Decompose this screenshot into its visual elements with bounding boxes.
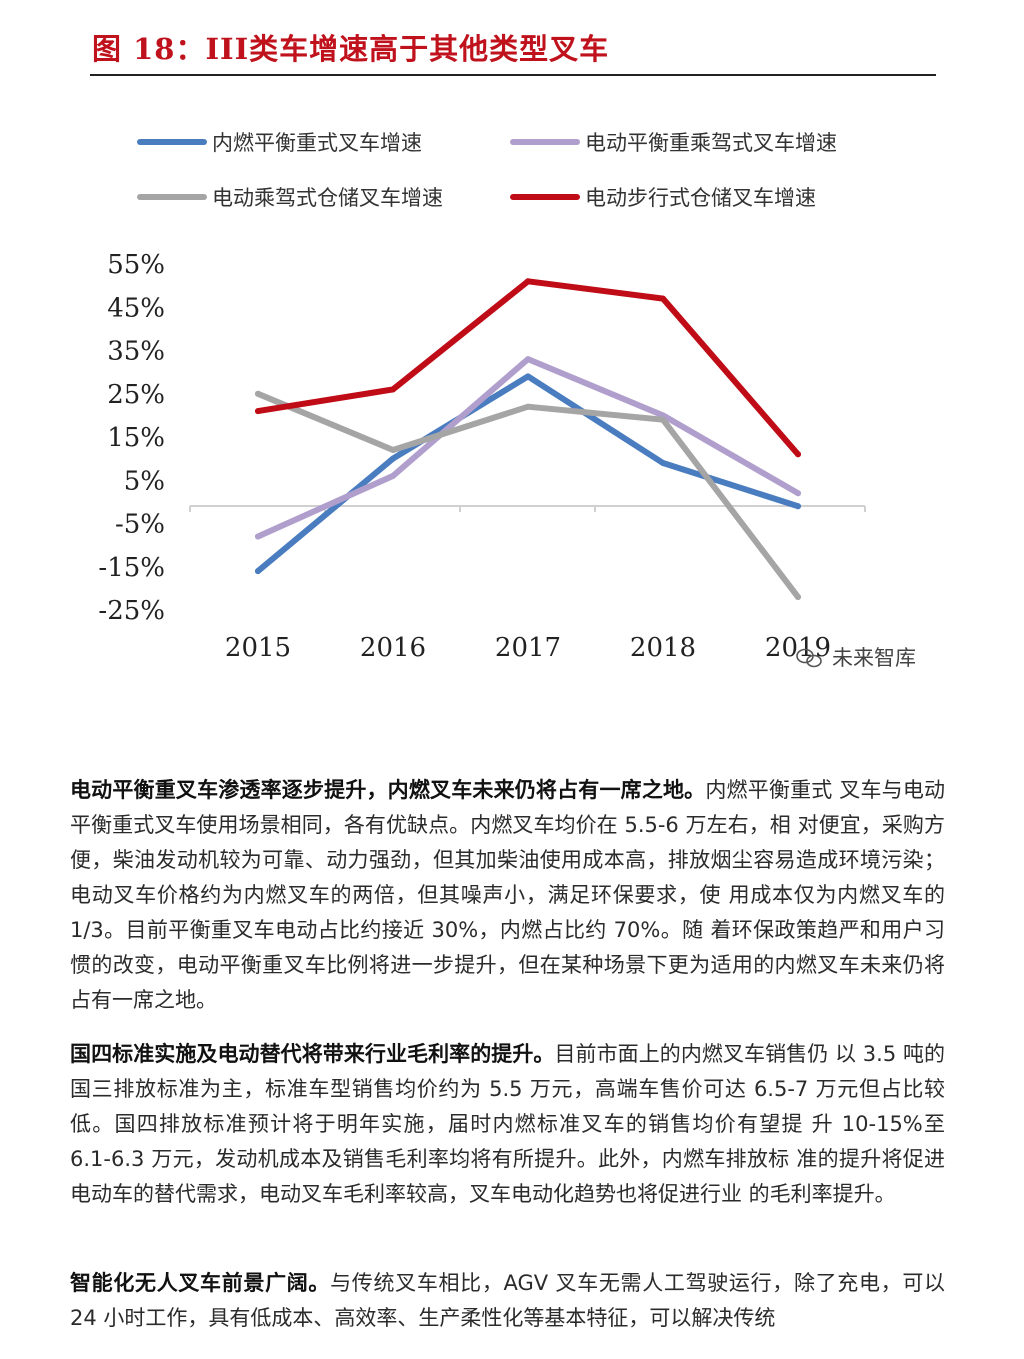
paragraph-body: 与传统叉车相比，AGV 叉车无需人工驾驶运行，除了充电，可以 24 小时工作，具… [70, 1271, 946, 1330]
data-point [795, 490, 801, 497]
legend-label: 电动乘驾式仓储叉车增速 [212, 186, 443, 210]
data-point [660, 295, 666, 302]
figure-title: 图 18：III类车增速高于其他类型叉车 [92, 32, 610, 66]
legend-item: 电动步行式仓储叉车增速 [510, 186, 816, 210]
body-paragraph: 国四标准实施及电动替代将带来行业毛利率的提升。目前市面上的内燃叉车销售仍 以 3… [70, 1037, 945, 1212]
data-point [795, 451, 801, 458]
data-point [255, 408, 261, 415]
data-point [525, 356, 531, 363]
data-point [255, 568, 261, 575]
y-tick-label: 25% [107, 380, 165, 410]
data-point [390, 386, 396, 393]
data-point [255, 390, 261, 397]
y-tick-label: 55% [107, 250, 165, 280]
y-tick-label: 15% [107, 423, 165, 453]
series-line [255, 390, 801, 600]
data-point [660, 416, 666, 423]
x-tick-label: 2017 [495, 633, 561, 663]
legend-item: 电动平衡重乘驾式叉车增速 [510, 131, 837, 155]
legend-item: 内燃平衡重式叉车增速 [137, 131, 422, 155]
data-point [390, 447, 396, 453]
y-tick-label: -25% [98, 596, 165, 626]
wechat-icon [796, 648, 822, 668]
y-tick-label: 35% [107, 337, 165, 367]
paragraph-lead: 智能化无人叉车前景广阔。 [70, 1271, 331, 1295]
paragraph-body: 目前市面上的内燃叉车销售仍 以 3.5 吨的国三排放标准为主，标准车型销售均价约… [70, 1042, 946, 1206]
data-point [255, 533, 261, 540]
legend-item: 电动乘驾式仓储叉车增速 [137, 186, 443, 210]
data-point [390, 455, 396, 462]
body-paragraph: 智能化无人叉车前景广阔。与传统叉车相比，AGV 叉车无需人工驾驶运行，除了充电，… [70, 1266, 945, 1336]
series-lines [255, 278, 801, 600]
y-tick-label: 45% [107, 293, 165, 323]
series-line [255, 356, 801, 540]
data-point [525, 373, 531, 380]
paragraph-lead: 电动平衡重叉车渗透率逐步提升，内燃叉车未来仍将占有一席之地。 [70, 778, 706, 802]
body-paragraph: 电动平衡重叉车渗透率逐步提升，内燃叉车未来仍将占有一席之地。内燃平衡重式 叉车与… [70, 773, 945, 1018]
legend-label: 电动步行式仓储叉车增速 [585, 186, 816, 210]
data-point [525, 403, 531, 410]
x-tick-label: 2015 [225, 633, 291, 663]
data-point [525, 278, 531, 285]
watermark-text: 未来智库 [832, 646, 916, 670]
x-tick-label: 2016 [360, 633, 426, 663]
x-axis: 2015 2016 2017 2018 2019 [189, 506, 866, 663]
data-point [795, 503, 801, 510]
y-axis: 55% 45% 35% 25% 15% 5% -5% -15% -25% [98, 250, 165, 626]
x-tick-label: 2018 [630, 633, 696, 663]
title-divider [90, 74, 936, 76]
legend-label: 内燃平衡重式叉车增速 [212, 131, 422, 155]
legend-label: 电动平衡重乘驾式叉车增速 [585, 131, 837, 155]
y-tick-label: 5% [124, 466, 165, 496]
paragraph-lead: 国四标准实施及电动替代将带来行业毛利率的提升。 [70, 1042, 555, 1066]
watermark: 未来智库 [796, 646, 916, 670]
paragraph-body: 内燃平衡重式 叉车与电动平衡重式叉车使用场景相同，各有优缺点。内燃叉车均价在 5… [70, 778, 945, 1012]
y-tick-label: -15% [98, 553, 165, 583]
data-point [660, 460, 666, 466]
y-tick-label: -5% [115, 510, 165, 540]
data-point [390, 472, 396, 479]
data-point [795, 594, 801, 600]
